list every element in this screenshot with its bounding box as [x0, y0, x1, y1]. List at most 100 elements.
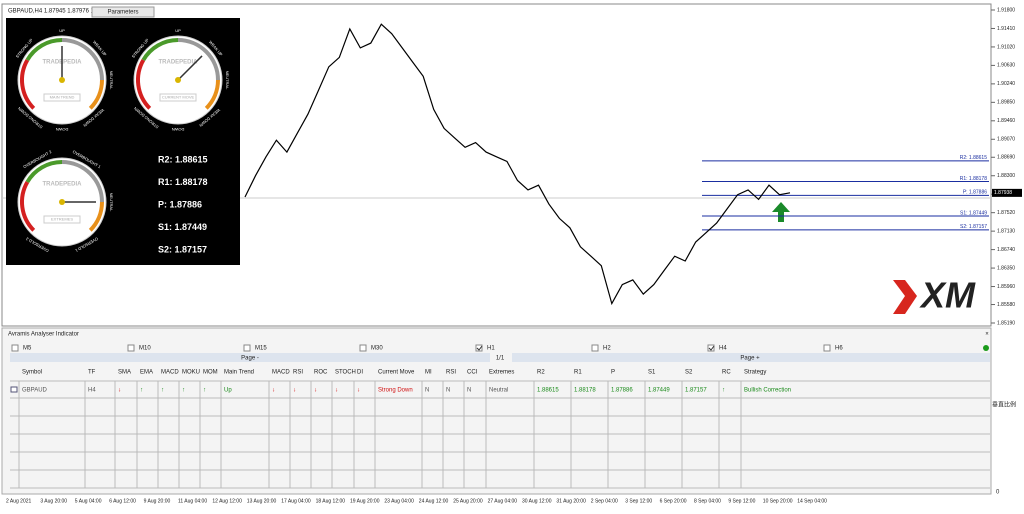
gauge-arc — [88, 79, 104, 110]
gauge-arc — [136, 59, 152, 110]
column-header: RC — [722, 370, 731, 376]
gauge-arc — [20, 59, 36, 110]
gauge-arc — [204, 79, 220, 110]
gauge-arc — [88, 201, 104, 232]
x-tick-label: 13 Aug 20:00 — [247, 498, 277, 504]
timeframe-checkbox[interactable] — [11, 344, 19, 352]
gauge-hub — [59, 77, 65, 83]
cell: ↓ — [118, 388, 121, 394]
timeframe-checkbox[interactable] — [591, 344, 599, 352]
y-tick-label: 1.87520 — [997, 210, 1015, 216]
gauge-label: DOWN — [172, 127, 185, 132]
cell: N — [446, 388, 450, 394]
page-next-bar[interactable] — [512, 353, 990, 362]
cell: N — [425, 388, 429, 394]
gauge-arc — [25, 38, 63, 62]
gauge-hub — [175, 77, 181, 83]
x-tick-label: 8 Sep 04:00 — [694, 498, 721, 504]
status-dot — [983, 345, 989, 351]
close-button[interactable]: × — [985, 332, 989, 338]
timeframe-checkbox[interactable] — [127, 344, 135, 352]
pivot-panel-value: R2: 1.88615 — [158, 154, 208, 164]
x-tick-label: 2 Aug 2021 — [6, 498, 32, 504]
y-tick-label: 1.89070 — [997, 137, 1015, 143]
x-tick-label: 2 Sep 04:00 — [591, 498, 618, 504]
y-tick-label: 1.85580 — [997, 302, 1015, 308]
x-tick-label: 6 Aug 12:00 — [109, 498, 136, 504]
column-header: MACD — [272, 370, 290, 376]
x-tick-label: 25 Aug 20:00 — [453, 498, 483, 504]
timeframe-checkbox[interactable] — [475, 344, 483, 352]
timeframe-label: M30 — [371, 346, 383, 352]
x-tick-label: 10 Sep 20:00 — [763, 498, 793, 504]
pivot-panel-value: S1: 1.87449 — [158, 222, 207, 232]
x-tick-label: 27 Aug 04:00 — [488, 498, 518, 504]
column-header: S1 — [648, 370, 656, 376]
gauge-label: NEUTRAL — [109, 71, 114, 90]
cell: 1.87886 — [611, 388, 633, 394]
cell: ↓ — [293, 388, 296, 394]
gauge-name: MAIN TREND — [50, 95, 75, 100]
gauge-name-box — [159, 93, 197, 102]
timeframe-checkbox[interactable] — [823, 344, 831, 352]
up-arrow — [772, 202, 790, 222]
x-tick-label: 3 Aug 20:00 — [40, 498, 67, 504]
page-prev[interactable]: Page - — [241, 356, 259, 362]
gauge-hub — [59, 199, 65, 205]
y-tick-label: 1.85190 — [997, 320, 1015, 326]
y-tick-label: 1.89850 — [997, 100, 1015, 106]
y-tick-label: 1.90630 — [997, 63, 1015, 69]
cell: Strong Down — [378, 388, 413, 394]
y-tick-label: 1.88300 — [997, 173, 1015, 179]
parameters-button[interactable] — [91, 6, 155, 18]
pivot-label: R2: 1.88615 — [960, 155, 987, 161]
x-tick-label: 3 Sep 12:00 — [625, 498, 652, 504]
y-tick-label: 1.91020 — [997, 44, 1015, 50]
column-header: MACD — [161, 370, 179, 376]
timeframe-label: M10 — [139, 346, 151, 352]
cell: 1.87449 — [648, 388, 670, 394]
timeframe-label: H2 — [603, 346, 611, 352]
cell: ↓ — [335, 388, 338, 394]
cell: ↓ — [357, 388, 360, 394]
gauge-arc — [20, 181, 36, 232]
y-tick-label: 1.85960 — [997, 284, 1015, 290]
x-tick-label: 14 Sep 04:00 — [797, 498, 827, 504]
timeframe-checkbox[interactable] — [707, 344, 715, 352]
page-next[interactable]: Page + — [740, 356, 760, 362]
timeframe-label: H6 — [835, 346, 843, 352]
x-tick-label: 12 Aug 12:00 — [212, 498, 242, 504]
x-tick-label: 23 Aug 04:00 — [384, 498, 414, 504]
column-header: R1 — [574, 370, 582, 376]
column-header: Strategy — [744, 370, 766, 376]
y-tick-label: 1.86740 — [997, 247, 1015, 253]
price-line — [244, 23, 791, 306]
x-tick-label: 30 Aug 12:00 — [522, 498, 552, 504]
y-tick-label: 1.88690 — [997, 155, 1015, 161]
logo: XM — [893, 275, 976, 316]
column-header: Symbol — [22, 370, 42, 376]
gauge-arc — [61, 38, 104, 81]
column-header: RSI — [446, 370, 456, 376]
logo-text: XM — [919, 275, 976, 316]
cell: Bullish Correction — [744, 388, 791, 394]
x-tick-label: 6 Sep 20:00 — [660, 498, 687, 504]
x-tick-label: 9 Aug 20:00 — [144, 498, 171, 504]
cell: ↑ — [140, 388, 143, 394]
column-header: Extremes — [489, 370, 514, 376]
cell: ↑ — [203, 388, 206, 394]
column-header: Current Move — [378, 370, 415, 376]
column-header: ROC — [314, 370, 328, 376]
y-tick-label: 1.91410 — [997, 26, 1015, 32]
y-tick-label: 1.87130 — [997, 228, 1015, 234]
gauge-needle — [177, 55, 203, 81]
timeframe-label: M15 — [255, 346, 267, 352]
x-tick-label: 18 Aug 12:00 — [316, 498, 346, 504]
timeframe-checkbox[interactable] — [243, 344, 251, 352]
parameters-label[interactable]: Parameters — [107, 10, 138, 16]
column-header: EMA — [140, 370, 153, 376]
page-prev-bar[interactable] — [10, 353, 490, 362]
gauge-arc — [61, 160, 104, 203]
timeframe-checkbox[interactable] — [359, 344, 367, 352]
column-header: TF — [88, 370, 96, 376]
